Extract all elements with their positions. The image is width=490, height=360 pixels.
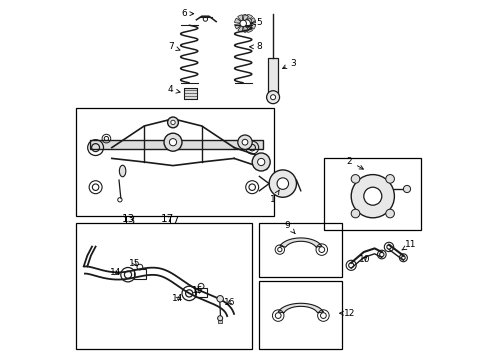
Wedge shape — [241, 23, 247, 32]
Circle shape — [164, 133, 182, 151]
Bar — [324, 158, 421, 230]
Text: 11: 11 — [402, 240, 416, 250]
Wedge shape — [247, 18, 256, 23]
Circle shape — [243, 20, 250, 27]
Text: 2: 2 — [346, 157, 364, 169]
Circle shape — [252, 153, 270, 171]
Circle shape — [218, 316, 222, 321]
Text: 4: 4 — [168, 85, 180, 94]
Text: 12: 12 — [340, 309, 355, 318]
Bar — [196, 288, 207, 297]
Polygon shape — [278, 303, 323, 313]
Wedge shape — [247, 14, 252, 23]
Text: 9: 9 — [285, 220, 295, 234]
Wedge shape — [243, 18, 252, 23]
Circle shape — [386, 209, 394, 218]
Circle shape — [403, 185, 411, 193]
Text: 14: 14 — [172, 294, 183, 303]
Circle shape — [267, 91, 280, 104]
Wedge shape — [247, 23, 256, 29]
Bar — [268, 58, 278, 94]
Circle shape — [168, 117, 178, 128]
Text: 15: 15 — [192, 287, 203, 295]
Circle shape — [238, 135, 252, 149]
Text: 10: 10 — [359, 255, 370, 264]
Text: 1: 1 — [270, 190, 279, 204]
Wedge shape — [238, 23, 243, 32]
Wedge shape — [238, 23, 247, 29]
Text: 17: 17 — [167, 216, 180, 226]
Circle shape — [386, 175, 394, 183]
Wedge shape — [243, 23, 249, 32]
Wedge shape — [247, 23, 252, 32]
Circle shape — [351, 175, 360, 183]
Wedge shape — [243, 23, 252, 29]
Bar — [76, 223, 252, 349]
Circle shape — [258, 158, 265, 166]
Circle shape — [240, 20, 246, 27]
Circle shape — [277, 178, 289, 189]
Text: 15: 15 — [129, 259, 141, 269]
Text: 16: 16 — [224, 298, 236, 307]
Bar — [134, 269, 146, 279]
Text: 13: 13 — [122, 214, 135, 224]
Circle shape — [351, 209, 360, 218]
Wedge shape — [243, 15, 248, 23]
Circle shape — [170, 139, 176, 146]
Text: 14: 14 — [110, 269, 121, 277]
Bar — [259, 281, 342, 349]
Bar — [76, 108, 274, 216]
Wedge shape — [238, 18, 247, 23]
Text: 6: 6 — [181, 9, 194, 18]
Text: 13: 13 — [123, 216, 136, 226]
Circle shape — [171, 120, 175, 125]
Ellipse shape — [120, 165, 126, 177]
Circle shape — [270, 95, 275, 100]
Bar — [218, 320, 222, 323]
Wedge shape — [238, 15, 243, 23]
Circle shape — [364, 187, 382, 205]
Bar — [90, 140, 263, 149]
Circle shape — [242, 139, 248, 145]
Text: 5: 5 — [251, 18, 262, 27]
Text: 7: 7 — [169, 42, 180, 51]
Polygon shape — [280, 238, 322, 247]
Circle shape — [217, 296, 223, 302]
Circle shape — [269, 170, 296, 197]
Bar — [259, 223, 342, 277]
Wedge shape — [235, 23, 243, 29]
Wedge shape — [235, 18, 243, 23]
Bar — [184, 88, 197, 99]
Circle shape — [351, 175, 394, 218]
Text: 8: 8 — [249, 42, 262, 51]
Text: 3: 3 — [283, 58, 296, 68]
Text: 17: 17 — [161, 214, 174, 224]
Wedge shape — [241, 14, 247, 23]
